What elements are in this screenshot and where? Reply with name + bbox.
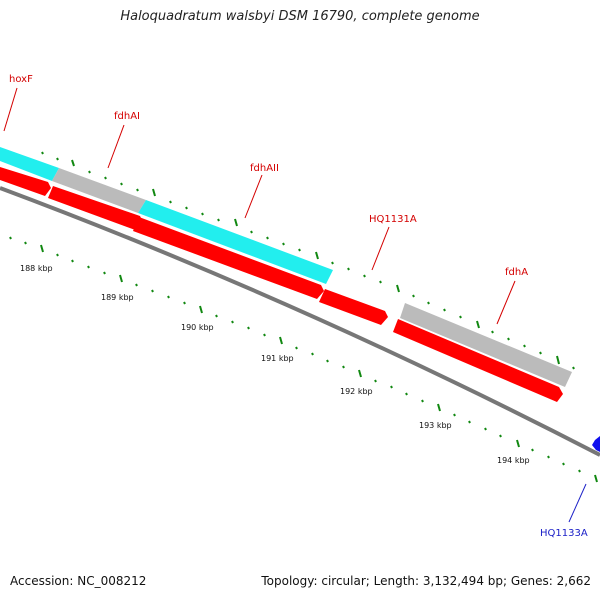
leader-hq1133a [568, 483, 587, 523]
outer-ticks [41, 151, 575, 370]
reverse-feature-hq1133a[interactable] [592, 436, 600, 452]
gene-hoxf-bar[interactable] [0, 147, 59, 181]
cds-arrow-hoxf[interactable] [0, 167, 51, 196]
leader-fdhai [107, 124, 125, 169]
scale-label: 194 kbp [497, 456, 530, 465]
map-title: Haloquadratum walsbyi DSM 16790, complet… [120, 9, 480, 24]
gene-label-fdhai[interactable]: fdhAI [114, 111, 140, 122]
scale-labels: 188 kbp 189 kbp 190 kbp 191 kbp 192 kbp … [20, 264, 530, 465]
cds-arrow-fdha[interactable] [393, 319, 563, 402]
gene-label-fdha[interactable]: fdhA [505, 267, 528, 278]
accession-text: Accession: NC_008212 [10, 574, 147, 588]
gene-fdhai-bar[interactable] [52, 168, 146, 213]
scale-label: 193 kbp [419, 421, 452, 430]
scale-label: 188 kbp [20, 264, 53, 273]
gene-label-hq1133a[interactable]: HQ1133A [540, 528, 588, 539]
gene-fdha-bar[interactable] [400, 303, 572, 387]
label-leaders [3, 87, 587, 523]
scale-label: 191 kbp [261, 354, 294, 363]
cds-arrow-fdhai[interactable] [48, 186, 143, 231]
gene-label-hq1131a[interactable]: HQ1131A [369, 214, 417, 225]
gene-label-hoxf[interactable]: hoxF [9, 74, 33, 85]
leader-fdhaii [244, 174, 263, 219]
genome-backbone [0, 186, 600, 457]
cds-track [0, 167, 563, 402]
scale-label: 189 kbp [101, 293, 134, 302]
gene-fdhaii-bar[interactable] [138, 200, 333, 284]
cds-arrow-hq1131a[interactable] [319, 289, 388, 325]
gene-label-fdhaii[interactable]: fdhAII [250, 163, 279, 174]
scale-label: 192 kbp [340, 387, 373, 396]
scale-label: 190 kbp [181, 323, 214, 332]
cds-arrow-fdhaii[interactable] [133, 217, 324, 299]
gene-track [0, 147, 572, 387]
gene-labels: hoxF fdhAI fdhAII HQ1131A fdhA HQ1133A [9, 74, 588, 539]
genome-summary-text: Topology: circular; Length: 3,132,494 bp… [261, 574, 591, 588]
leader-hq1131a [371, 226, 390, 271]
leader-hoxf [3, 87, 18, 132]
inner-ticks [9, 236, 598, 483]
leader-fdha [496, 280, 516, 325]
